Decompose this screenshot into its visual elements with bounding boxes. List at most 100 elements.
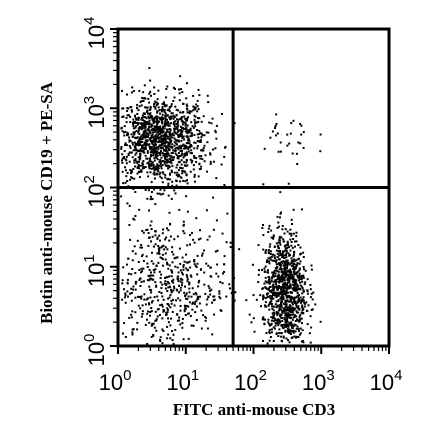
data-point [289, 299, 292, 302]
data-point [268, 308, 271, 311]
data-point [132, 90, 135, 92]
data-point [126, 180, 129, 182]
data-point [280, 290, 283, 292]
data-point [155, 168, 158, 171]
data-point [180, 88, 182, 91]
data-point [171, 136, 174, 139]
data-point [283, 250, 286, 253]
data-point [120, 146, 123, 148]
data-point [153, 117, 155, 120]
data-point [136, 239, 139, 242]
data-point [297, 295, 300, 298]
data-point [136, 143, 139, 145]
data-point [192, 164, 195, 167]
data-point [178, 175, 181, 178]
data-point [156, 315, 159, 318]
data-point [179, 150, 182, 152]
data-point [161, 113, 164, 116]
data-point [181, 123, 184, 126]
data-point [123, 288, 125, 291]
data-point [131, 121, 134, 124]
data-point [202, 147, 205, 150]
data-point [165, 134, 168, 137]
data-point [276, 266, 278, 269]
data-point [182, 264, 185, 266]
data-point [181, 326, 184, 329]
data-point [204, 154, 207, 157]
data-point [186, 135, 188, 138]
data-point [156, 115, 159, 118]
data-point [167, 184, 170, 187]
data-point [190, 275, 193, 278]
data-point [203, 271, 206, 274]
data-point [277, 324, 280, 327]
data-point [293, 272, 296, 275]
data-point [297, 307, 300, 310]
data-point [148, 122, 151, 125]
data-point [171, 152, 174, 154]
data-point [161, 171, 164, 174]
data-point [146, 106, 149, 109]
data-point [174, 152, 177, 155]
data-point [274, 303, 277, 306]
data-point [139, 101, 142, 104]
data-point [176, 256, 179, 259]
data-point [145, 298, 148, 301]
data-point [187, 146, 190, 149]
data-point [186, 182, 189, 185]
data-point [185, 107, 188, 110]
data-point [145, 255, 148, 258]
data-point [177, 109, 180, 112]
data-point [268, 287, 270, 290]
data-point [161, 152, 164, 154]
data-point [279, 243, 282, 246]
data-point [299, 142, 302, 145]
data-point [284, 329, 287, 332]
data-point [138, 164, 141, 167]
data-point [155, 143, 157, 146]
data-point [289, 313, 292, 316]
data-point [212, 148, 215, 151]
data-point [121, 298, 124, 301]
data-point [183, 260, 186, 263]
data-point [145, 157, 148, 160]
data-point [137, 118, 140, 121]
data-point [126, 171, 129, 174]
data-point [134, 158, 137, 160]
data-point [294, 287, 296, 290]
data-point [268, 278, 271, 281]
data-point [143, 119, 146, 122]
data-point [269, 256, 272, 259]
data-point [135, 118, 138, 121]
data-point [132, 131, 135, 134]
data-point [267, 231, 270, 233]
data-point [125, 155, 128, 158]
data-point [191, 287, 194, 290]
data-point [196, 105, 199, 108]
data-point [150, 310, 153, 313]
data-point [175, 166, 178, 169]
data-point [140, 315, 143, 318]
data-point [160, 167, 163, 170]
data-point [275, 260, 278, 263]
data-point [275, 249, 278, 252]
data-point [153, 166, 156, 169]
data-point [286, 269, 289, 272]
data-point [283, 290, 286, 293]
data-point [289, 297, 292, 300]
data-point [290, 270, 293, 273]
data-point [169, 106, 172, 109]
data-point [185, 126, 188, 129]
data-point [141, 114, 144, 117]
data-point [154, 268, 157, 271]
data-point [302, 251, 305, 254]
data-point [137, 129, 140, 132]
data-point [289, 273, 292, 276]
data-point [281, 262, 284, 265]
data-point [298, 294, 300, 297]
data-point [196, 147, 199, 150]
data-point [283, 267, 286, 270]
data-point [156, 118, 159, 121]
data-point [214, 131, 217, 134]
data-point [276, 244, 279, 247]
